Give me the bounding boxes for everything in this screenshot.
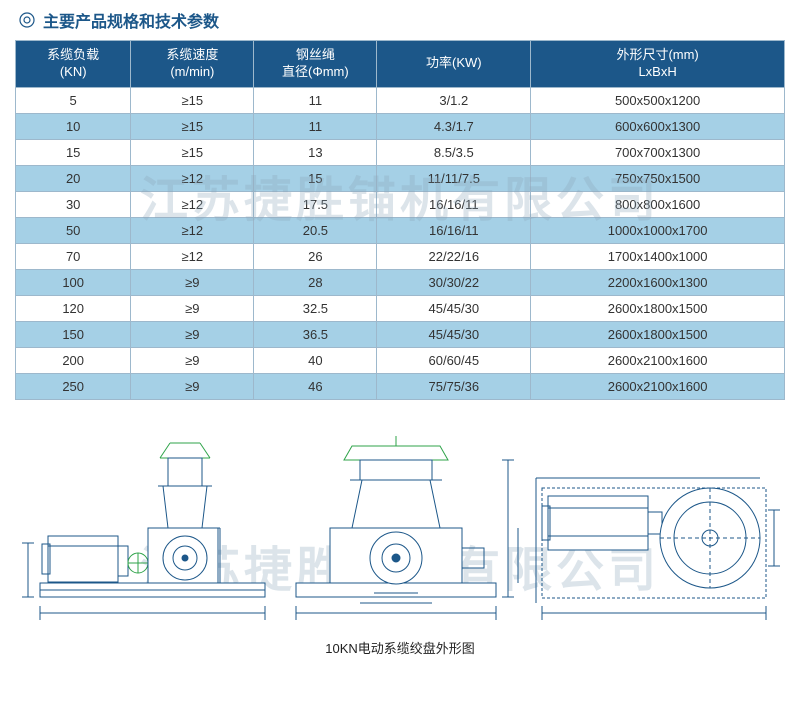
table-row: 70≥122622/22/161700x1400x1000 bbox=[16, 243, 785, 269]
table-cell: ≥9 bbox=[131, 373, 254, 399]
table-row: 30≥1217.516/16/11800x800x1600 bbox=[16, 191, 785, 217]
column-header: 钢丝绳直径(Φmm) bbox=[254, 41, 377, 88]
table-cell: 11 bbox=[254, 113, 377, 139]
table-cell: 75/75/36 bbox=[377, 373, 531, 399]
table-cell: 17.5 bbox=[254, 191, 377, 217]
column-header: 系缆速度(m/min) bbox=[131, 41, 254, 88]
bullet-icon bbox=[19, 12, 35, 28]
table-cell: 28 bbox=[254, 269, 377, 295]
table-cell: 70 bbox=[16, 243, 131, 269]
table-cell: 600x600x1300 bbox=[531, 113, 785, 139]
table-cell: 100 bbox=[16, 269, 131, 295]
table-cell: 50 bbox=[16, 217, 131, 243]
table-cell: 150 bbox=[16, 321, 131, 347]
table-cell: 32.5 bbox=[254, 295, 377, 321]
table-cell: 16/16/11 bbox=[377, 217, 531, 243]
table-cell: 4.3/1.7 bbox=[377, 113, 531, 139]
table-cell: 2600x1800x1500 bbox=[531, 321, 785, 347]
page-title: 主要产品规格和技术参数 bbox=[43, 8, 219, 32]
table-row: 250≥94675/75/362600x2100x1600 bbox=[16, 373, 785, 399]
table-cell: ≥12 bbox=[131, 243, 254, 269]
table-row: 200≥94060/60/452600x2100x1600 bbox=[16, 347, 785, 373]
table-cell: 11/11/7.5 bbox=[377, 165, 531, 191]
table-row: 10≥15114.3/1.7600x600x1300 bbox=[16, 113, 785, 139]
table-cell: 45/45/30 bbox=[377, 295, 531, 321]
table-cell: 8.5/3.5 bbox=[377, 139, 531, 165]
table-cell: 20 bbox=[16, 165, 131, 191]
table-cell: ≥9 bbox=[131, 295, 254, 321]
table-row: 20≥121511/11/7.5750x750x1500 bbox=[16, 165, 785, 191]
table-cell: 500x500x1200 bbox=[531, 87, 785, 113]
table-cell: 36.5 bbox=[254, 321, 377, 347]
table-cell: ≥15 bbox=[131, 87, 254, 113]
table-cell: 60/60/45 bbox=[377, 347, 531, 373]
table-cell: 15 bbox=[16, 139, 131, 165]
table-cell: 20.5 bbox=[254, 217, 377, 243]
table-cell: 16/16/11 bbox=[377, 191, 531, 217]
table-cell: 1000x1000x1700 bbox=[531, 217, 785, 243]
table-cell: 30 bbox=[16, 191, 131, 217]
table-cell: 2200x1600x1300 bbox=[531, 269, 785, 295]
table-cell: ≥9 bbox=[131, 269, 254, 295]
table-cell: ≥15 bbox=[131, 113, 254, 139]
table-cell: 22/22/16 bbox=[377, 243, 531, 269]
table-cell: 45/45/30 bbox=[377, 321, 531, 347]
column-header: 系缆负载(KN) bbox=[16, 41, 131, 88]
outline-diagram bbox=[20, 418, 780, 628]
header: 主要产品规格和技术参数 bbox=[15, 8, 785, 32]
table-cell: 2600x2100x1600 bbox=[531, 373, 785, 399]
table-cell: 10 bbox=[16, 113, 131, 139]
table-cell: 11 bbox=[254, 87, 377, 113]
table-cell: 13 bbox=[254, 139, 377, 165]
table-cell: ≥12 bbox=[131, 165, 254, 191]
column-header: 功率(KW) bbox=[377, 41, 531, 88]
table-cell: 15 bbox=[254, 165, 377, 191]
table-cell: ≥9 bbox=[131, 321, 254, 347]
table-cell: 200 bbox=[16, 347, 131, 373]
table-cell: 2600x2100x1600 bbox=[531, 347, 785, 373]
table-row: 50≥1220.516/16/111000x1000x1700 bbox=[16, 217, 785, 243]
diagram-caption: 10KN电动系缆绞盘外形图 bbox=[15, 638, 785, 657]
table-cell: 250 bbox=[16, 373, 131, 399]
table-row: 150≥936.545/45/302600x1800x1500 bbox=[16, 321, 785, 347]
table-cell: 1700x1400x1000 bbox=[531, 243, 785, 269]
table-cell: ≥12 bbox=[131, 191, 254, 217]
table-row: 120≥932.545/45/302600x1800x1500 bbox=[16, 295, 785, 321]
spec-table: 系缆负载(KN)系缆速度(m/min)钢丝绳直径(Φmm)功率(KW)外形尺寸(… bbox=[15, 40, 785, 400]
column-header: 外形尺寸(mm)LxBxH bbox=[531, 41, 785, 88]
table-cell: ≥15 bbox=[131, 139, 254, 165]
table-cell: 30/30/22 bbox=[377, 269, 531, 295]
table-row: 15≥15138.5/3.5700x700x1300 bbox=[16, 139, 785, 165]
table-cell: 40 bbox=[254, 347, 377, 373]
table-cell: ≥12 bbox=[131, 217, 254, 243]
table-cell: 3/1.2 bbox=[377, 87, 531, 113]
table-cell: 120 bbox=[16, 295, 131, 321]
table-header: 系缆负载(KN)系缆速度(m/min)钢丝绳直径(Φmm)功率(KW)外形尺寸(… bbox=[16, 41, 785, 88]
table-body: 5≥15113/1.2500x500x120010≥15114.3/1.7600… bbox=[16, 87, 785, 399]
table-cell: 5 bbox=[16, 87, 131, 113]
table-cell: 700x700x1300 bbox=[531, 139, 785, 165]
table-cell: 2600x1800x1500 bbox=[531, 295, 785, 321]
table-cell: 750x750x1500 bbox=[531, 165, 785, 191]
table-cell: 800x800x1600 bbox=[531, 191, 785, 217]
table-cell: 26 bbox=[254, 243, 377, 269]
table-cell: 46 bbox=[254, 373, 377, 399]
table-row: 100≥92830/30/222200x1600x1300 bbox=[16, 269, 785, 295]
diagram-area bbox=[15, 418, 785, 628]
table-row: 5≥15113/1.2500x500x1200 bbox=[16, 87, 785, 113]
table-cell: ≥9 bbox=[131, 347, 254, 373]
